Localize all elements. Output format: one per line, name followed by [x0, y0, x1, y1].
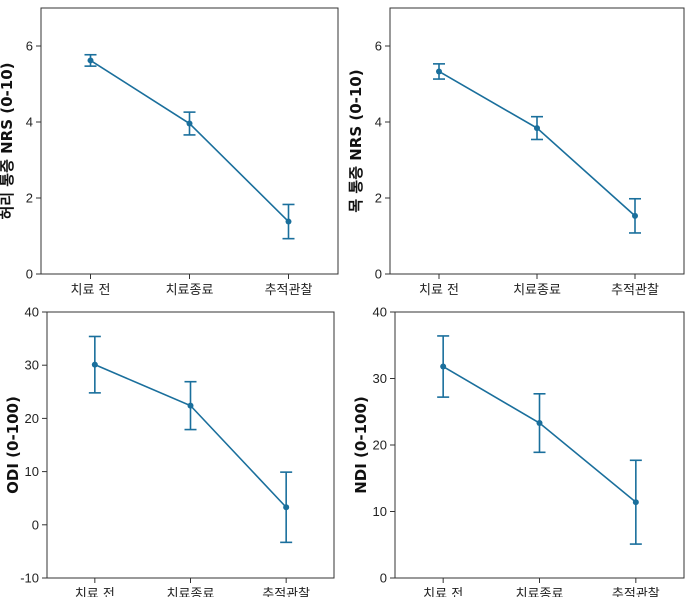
data-point [436, 68, 442, 75]
y-tick-label: 20 [373, 438, 387, 453]
data-point [186, 120, 193, 127]
x-tick-label: 추적관찰 [262, 587, 310, 597]
y-axis-label: NDI (0-100) [352, 396, 370, 494]
x-tick-label: 치료 전 [75, 587, 115, 597]
y-axis-label: ODI (0-100) [4, 396, 22, 494]
series-line [438, 70, 636, 217]
x-tick-label: 치료종료 [513, 283, 561, 298]
y-tick-label: 4 [375, 115, 382, 130]
y-tick-label: 10 [25, 464, 39, 479]
y-tick-label: 30 [373, 371, 387, 386]
y-tick-label: 0 [380, 571, 387, 586]
plot-frame [389, 7, 685, 275]
y-tick-label: 40 [25, 305, 39, 320]
y-tick-label: 30 [25, 358, 39, 373]
chart-panel-1: 0 2 4 6 치료 전 치료종료 추적관찰 허리 통증 NRS (0-10) [0, 7, 339, 298]
data-point [285, 218, 292, 225]
x-tick-label: 치료 전 [70, 283, 110, 298]
y-tick-label: 20 [25, 411, 39, 426]
plot-frame [40, 7, 339, 275]
data-point [91, 361, 98, 368]
x-tick-label: 치료종료 [166, 283, 214, 298]
y-tick-label: 6 [375, 39, 382, 54]
y-tick-label: -10 [20, 571, 39, 586]
data-point [187, 402, 194, 409]
x-tick-label: 치료 전 [419, 283, 459, 298]
data-point [283, 504, 290, 511]
x-tick-label: 추적관찰 [612, 587, 660, 597]
x-tick-label: 치료종료 [167, 587, 215, 597]
data-point [87, 57, 94, 64]
chart-panel-2: 0 2 4 6 치료 전 치료종료 추적관찰 목 통증 NRS (0-10) [347, 7, 685, 298]
data-point [536, 420, 543, 427]
y-tick-label: 0 [26, 267, 33, 282]
y-tick-label: 6 [26, 39, 33, 54]
chart-panel-4: 0 10 20 30 40 치료 전 치료종료 추적관찰 NDI (0-100) [352, 305, 685, 597]
y-tick-label: 4 [26, 115, 33, 130]
y-tick-label: 0 [32, 517, 39, 532]
y-tick-label: 40 [373, 305, 387, 320]
y-axis-label: 목 통증 NRS (0-10) [347, 69, 365, 212]
data-point [632, 499, 639, 506]
chart-panel-3: -10 0 10 20 30 40 치료 전 치료종료 추적관찰 ODI (0-100) [4, 305, 335, 597]
x-tick-label: 추적관찰 [265, 283, 313, 298]
data-point [632, 212, 638, 219]
y-tick-label: 10 [373, 504, 387, 519]
data-point [534, 125, 540, 132]
y-tick-label: 2 [26, 191, 33, 206]
x-tick-label: 치료 전 [423, 587, 463, 597]
y-axis-label: 허리 통증 NRS (0-10) [0, 62, 16, 219]
y-tick-label: 2 [375, 191, 382, 206]
series-line [90, 59, 290, 223]
plot-frame [46, 311, 335, 579]
x-tick-label: 치료종료 [516, 587, 564, 597]
data-point [440, 363, 447, 370]
y-tick-label: 0 [375, 267, 382, 282]
x-tick-label: 추적관찰 [611, 283, 659, 298]
